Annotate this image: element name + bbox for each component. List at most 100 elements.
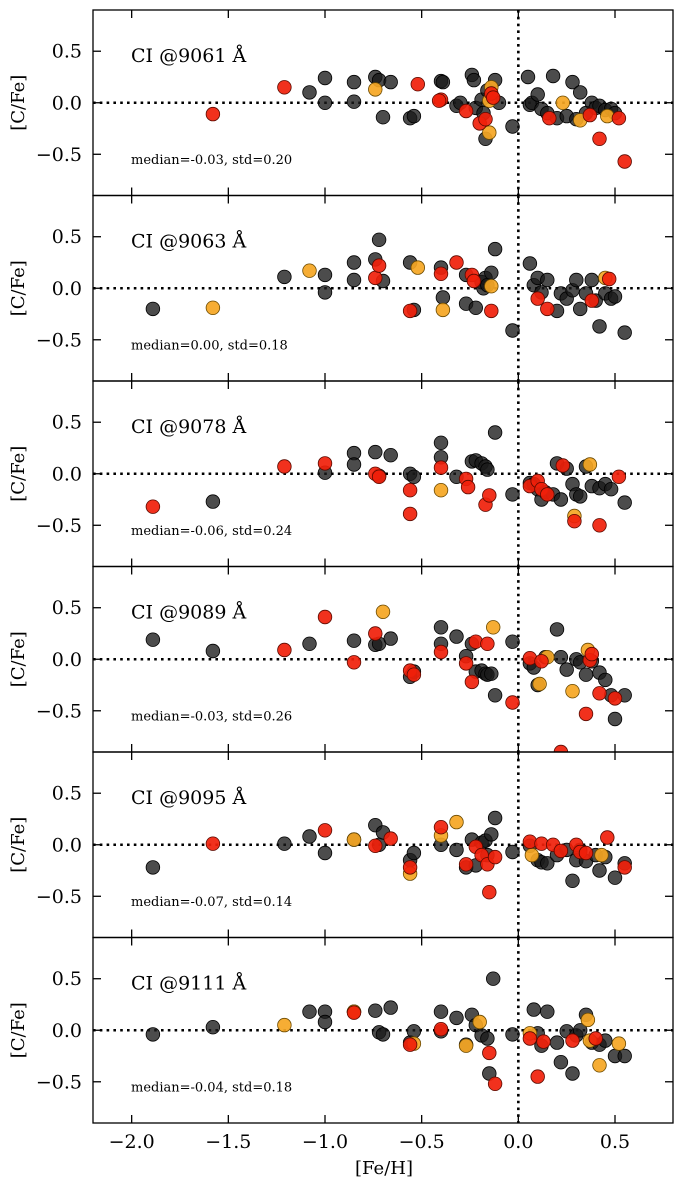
y-tick-label: 0.5 [52,226,82,248]
point-group-a [145,1027,161,1042]
point-group-b [472,1014,487,1030]
point-group-a [617,495,632,510]
point-group-a [346,74,362,90]
panel-title: CI @9063 Å [131,231,246,253]
panel-5: 0.5 0.0 −0.5 [C/Fe] CI @9095 Å median=-0.07, … [8,751,674,939]
point-group-a [383,74,398,90]
y-axis-label: [C/Fe] [8,631,29,687]
point-group-b [565,684,580,699]
panel-stats: median=-0.06, std=0.24 [131,524,292,539]
point-group-b [449,814,464,830]
point-group-c [277,459,292,474]
point-group-a [480,462,495,477]
point-group-c [402,483,418,498]
point-group-a [487,425,503,440]
point-group-a [277,269,292,285]
point-group-c [553,744,569,752]
point-group-a [487,688,503,703]
point-group-a [505,634,520,649]
point-group-b [582,457,598,472]
point-group-b [433,483,449,498]
point-group-b [592,1058,607,1073]
point-group-c [368,838,383,854]
point-group-c [371,469,387,485]
point-group-a [433,435,449,451]
point-group-a [346,272,362,288]
point-group-a [569,272,584,288]
point-group-c [567,514,582,529]
point-group-c [346,1005,362,1020]
y-axis-label: [C/Fe] [8,817,29,873]
point-group-c [145,499,161,514]
point-group-a [553,650,569,665]
point-group-a [277,836,292,851]
panel-stats: median=-0.04, std=0.18 [131,1081,292,1096]
panel-stats: median=-0.07, std=0.14 [131,895,292,910]
panel-stats: median=-0.03, std=0.26 [131,710,292,725]
point-group-a [449,842,464,858]
point-group-c [458,103,474,119]
point-group-c [317,456,333,471]
point-group-c [449,255,464,270]
point-group-c [584,293,600,308]
point-group-b [346,832,362,847]
point-group-a [484,265,499,281]
y-tick-label: −0.5 [36,700,82,722]
point-group-a [598,672,613,688]
point-group-b [205,300,221,316]
point-group-a [505,487,520,502]
point-group-a [205,1019,221,1035]
y-tick-label: −0.5 [36,1071,82,1093]
point-group-a [565,1066,580,1081]
point-group-c [410,76,426,92]
panel-title: CI @9111 Å [131,973,246,995]
panel-6: 0.5 0.0 −0.5 [C/Fe] CI @9111 Å median=-0.04, … [8,936,674,1124]
point-group-c [431,93,447,108]
y-tick-label: 0.0 [52,1020,82,1042]
panel-4: 0.5 0.0 −0.5 [C/Fe] CI @9089 Å median=-0.03, … [8,565,674,753]
point-group-a [449,1010,464,1026]
point-group-c [487,1076,503,1092]
point-group-c [578,845,594,861]
y-tick-label: 0.0 [52,649,82,671]
panel-title: CI @9061 Å [131,45,246,67]
point-group-b [594,847,609,863]
point-group-b [277,1017,292,1033]
point-group-c [611,110,627,126]
point-group-c [458,656,474,671]
panel-2: 0.5 0.0 −0.5 [C/Fe] CI @9063 Å median=0.00, s… [8,194,674,382]
y-tick-label: 0.5 [52,41,82,63]
point-group-b [410,260,426,275]
point-group-a [205,643,221,659]
point-group-a [406,1024,422,1039]
x-tick-label: −2.0 [109,1131,155,1153]
point-group-c [617,860,632,875]
point-group-c [205,106,221,122]
point-group-a [573,85,588,100]
point-group-a [573,1023,588,1038]
point-group-a [302,85,317,100]
point-group-b [611,1036,627,1051]
point-group-c [582,107,598,123]
point-group-b [368,82,383,97]
point-group-b [375,604,391,620]
y-tick-label: −0.5 [36,144,82,166]
point-group-b [482,125,497,140]
point-group-b [302,263,317,278]
point-group-b [524,847,540,863]
point-group-a [565,873,580,889]
point-group-a [346,457,362,472]
point-group-a [559,662,574,677]
point-group-a [617,1048,632,1064]
point-group-c [480,636,495,652]
y-tick-label: 0.5 [52,597,82,619]
point-group-a [317,1014,333,1030]
point-group-a [346,633,362,648]
data-points [145,604,632,752]
data-points [145,971,632,1092]
point-group-a [553,492,569,507]
point-group-a [505,119,520,134]
point-group-a [346,94,362,109]
point-group-a [592,319,607,334]
